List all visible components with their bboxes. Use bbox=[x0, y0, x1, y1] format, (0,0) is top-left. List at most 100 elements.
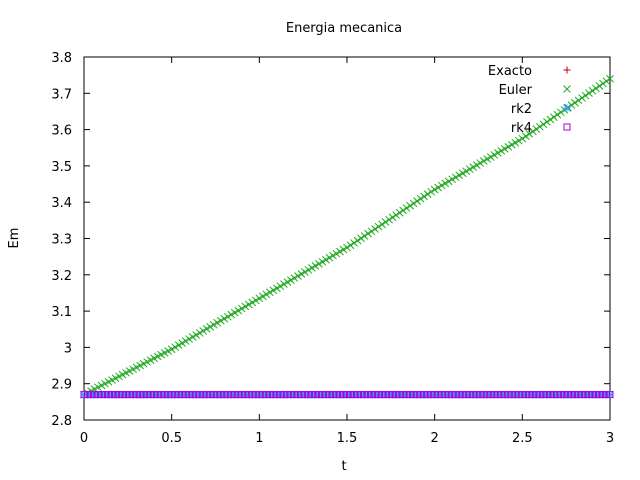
data-point bbox=[413, 391, 421, 399]
data-point bbox=[308, 390, 316, 399]
data-point bbox=[203, 391, 211, 399]
data-point bbox=[234, 391, 242, 399]
legend-label: Exacto bbox=[488, 64, 532, 79]
data-point bbox=[223, 312, 232, 321]
data-point bbox=[343, 391, 351, 399]
data-point bbox=[322, 390, 330, 399]
data-point bbox=[518, 391, 526, 399]
data-point bbox=[269, 391, 277, 399]
series-rk2 bbox=[80, 390, 614, 399]
data-point bbox=[423, 190, 432, 198]
data-point bbox=[157, 390, 166, 399]
data-point bbox=[143, 390, 151, 399]
data-point bbox=[599, 79, 607, 88]
data-point bbox=[578, 391, 586, 399]
data-point bbox=[227, 391, 235, 399]
data-point bbox=[532, 390, 541, 399]
data-point bbox=[304, 266, 313, 274]
data-point bbox=[511, 138, 520, 147]
data-point bbox=[409, 199, 418, 208]
data-point bbox=[241, 391, 249, 399]
data-point bbox=[546, 391, 554, 399]
data-point bbox=[567, 391, 575, 399]
data-point bbox=[364, 229, 372, 238]
data-point bbox=[136, 391, 144, 399]
data-point bbox=[108, 390, 116, 399]
data-point bbox=[476, 391, 484, 399]
data-point bbox=[521, 132, 530, 141]
data-point bbox=[427, 187, 436, 196]
data-point bbox=[80, 391, 88, 399]
data-point bbox=[125, 390, 134, 399]
data-point bbox=[171, 390, 180, 399]
x-tick-label: 3 bbox=[606, 431, 614, 446]
data-point bbox=[472, 161, 481, 169]
data-point bbox=[504, 142, 513, 151]
data-point bbox=[459, 391, 467, 399]
data-point bbox=[486, 153, 495, 161]
data-point bbox=[343, 390, 351, 399]
data-point bbox=[153, 390, 162, 399]
legend-label: rk4 bbox=[511, 121, 532, 136]
data-point bbox=[553, 110, 562, 119]
data-point bbox=[287, 391, 295, 399]
data-point bbox=[241, 390, 250, 399]
data-point bbox=[294, 272, 302, 280]
data-point bbox=[539, 391, 547, 399]
data-point bbox=[595, 82, 604, 90]
data-point bbox=[497, 390, 506, 399]
data-point bbox=[304, 391, 312, 399]
data-point bbox=[230, 308, 239, 317]
data-point bbox=[216, 316, 225, 325]
data-point bbox=[301, 390, 309, 399]
data-point bbox=[189, 391, 197, 399]
data-point bbox=[157, 391, 165, 399]
data-point bbox=[283, 278, 292, 286]
data-point bbox=[237, 390, 246, 399]
data-point bbox=[508, 391, 516, 399]
data-point bbox=[269, 286, 278, 295]
data-point bbox=[525, 390, 534, 399]
data-point bbox=[290, 390, 299, 399]
data-point bbox=[97, 390, 106, 399]
data-point bbox=[543, 118, 551, 126]
data-point bbox=[143, 391, 151, 399]
data-point bbox=[364, 391, 372, 399]
data-point bbox=[175, 391, 183, 399]
data-point bbox=[332, 391, 340, 399]
data-point bbox=[318, 390, 327, 399]
data-point bbox=[448, 390, 457, 399]
data-point bbox=[392, 391, 400, 399]
x-axis-label: t bbox=[341, 459, 346, 474]
data-point bbox=[168, 391, 176, 399]
data-point bbox=[501, 391, 509, 399]
data-point bbox=[304, 390, 313, 399]
data-point bbox=[132, 390, 141, 399]
data-point bbox=[171, 391, 179, 399]
data-point bbox=[430, 185, 439, 194]
data-point bbox=[115, 390, 123, 399]
data-point bbox=[507, 140, 516, 149]
data-point bbox=[500, 390, 509, 399]
data-point bbox=[571, 390, 579, 399]
data-point bbox=[525, 130, 534, 138]
data-point bbox=[244, 300, 253, 309]
legend-marker bbox=[563, 66, 571, 74]
data-point bbox=[550, 391, 558, 399]
data-point bbox=[378, 220, 386, 229]
data-point bbox=[248, 298, 257, 307]
data-point bbox=[465, 165, 474, 174]
data-point bbox=[237, 304, 246, 313]
data-point bbox=[318, 257, 327, 266]
data-point bbox=[322, 391, 330, 399]
data-point bbox=[227, 390, 236, 399]
data-point bbox=[403, 391, 411, 399]
data-point bbox=[381, 390, 390, 399]
data-point bbox=[374, 222, 383, 231]
data-point bbox=[255, 390, 264, 399]
data-point bbox=[410, 391, 418, 399]
data-point bbox=[371, 391, 379, 399]
y-tick-label: 3.8 bbox=[51, 51, 72, 66]
data-point bbox=[385, 215, 393, 224]
